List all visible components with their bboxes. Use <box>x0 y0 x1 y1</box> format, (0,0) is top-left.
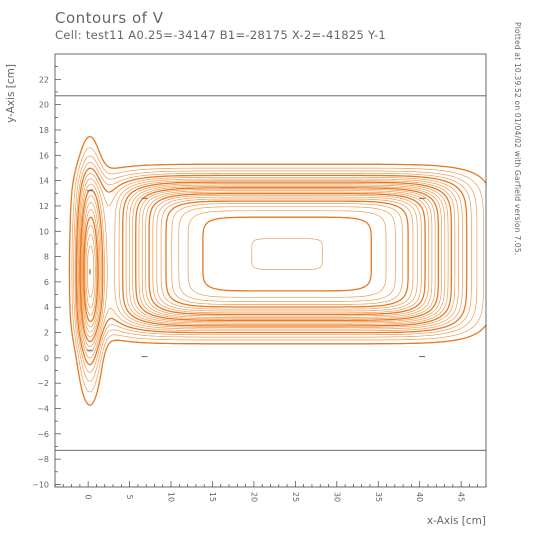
contour-line <box>82 186 442 328</box>
y-tick-label: 18 <box>39 126 49 135</box>
contour-line <box>202 216 372 292</box>
contour-lines <box>68 135 487 406</box>
y-tick-label: 0 <box>44 354 49 363</box>
x-tick-label: 35 <box>374 492 383 502</box>
y-tick-label: −8 <box>37 455 49 464</box>
contour-line <box>152 194 422 314</box>
contour-line <box>160 198 414 310</box>
conductor-planes <box>55 95 486 451</box>
y-tick-label: 10 <box>39 227 49 236</box>
chart-title: Contours of V <box>55 9 164 27</box>
x-tick-label: 0 <box>84 494 93 499</box>
y-tick-label: 4 <box>44 303 49 312</box>
contour-line <box>78 180 456 348</box>
x-tick-label: 15 <box>208 492 217 502</box>
y-tick-label: 6 <box>44 278 49 287</box>
contour-line <box>71 147 484 393</box>
y-tick-label: 14 <box>39 177 49 186</box>
contour-line <box>68 135 487 406</box>
y-tick-label: −10 <box>32 480 49 489</box>
contour-line <box>75 167 468 366</box>
y-tick-label: −2 <box>37 379 49 388</box>
y-tick-label: −4 <box>37 405 49 414</box>
y-tick-label: −6 <box>37 430 49 439</box>
x-tick-label: 10 <box>167 492 176 502</box>
x-tick-label: 30 <box>332 492 341 502</box>
contour-line <box>156 196 418 312</box>
contour-line <box>86 191 429 317</box>
contour-line <box>80 183 449 338</box>
x-axis-label: x-Axis [cm] <box>427 515 486 527</box>
x-tick-label: 25 <box>291 492 300 502</box>
contour-line <box>81 184 446 333</box>
contour-line <box>74 162 472 373</box>
contour-line <box>85 190 433 318</box>
y-tick-label: 16 <box>39 151 49 160</box>
x-tick-label: 5 <box>125 494 134 499</box>
x-axis-ticks: 0 5 10 15 20 25 30 35 40 45 <box>54 481 487 502</box>
y-axis-label: y-Axis [cm] <box>5 64 17 123</box>
y-tick-label: 20 <box>39 101 49 110</box>
contour-line <box>89 193 426 316</box>
contour-line <box>77 178 459 353</box>
contour-line <box>79 181 453 343</box>
chart-subtitle: Cell: test11 A0.25=-34147 B1=-28175 X-2=… <box>55 28 387 42</box>
x-tick-label: 45 <box>457 492 466 502</box>
contour-line <box>76 173 463 359</box>
contour-line <box>73 155 478 382</box>
y-axis-ticks: −10 −8 −6 −4 −2 0 2 4 6 8 10 12 14 16 18 20 22 <box>32 66 61 489</box>
y-tick-label: 22 <box>39 75 49 84</box>
contour-line <box>187 210 387 298</box>
x-tick-label: 40 <box>415 492 424 502</box>
contour-line <box>178 206 396 302</box>
contour-line <box>171 203 403 305</box>
contour-line <box>84 188 436 320</box>
plot-stamp: Plotted at 10.39.52 on 01/04/02 with Gar… <box>513 22 522 256</box>
contour-line <box>83 187 440 323</box>
contour-line <box>165 200 409 308</box>
y-tick-label: 2 <box>44 329 49 338</box>
contour-line <box>251 238 323 270</box>
wire-markers <box>86 190 426 358</box>
y-tick-label: 12 <box>39 202 49 211</box>
x-tick-label: 20 <box>249 492 258 502</box>
y-tick-label: 8 <box>44 253 49 262</box>
